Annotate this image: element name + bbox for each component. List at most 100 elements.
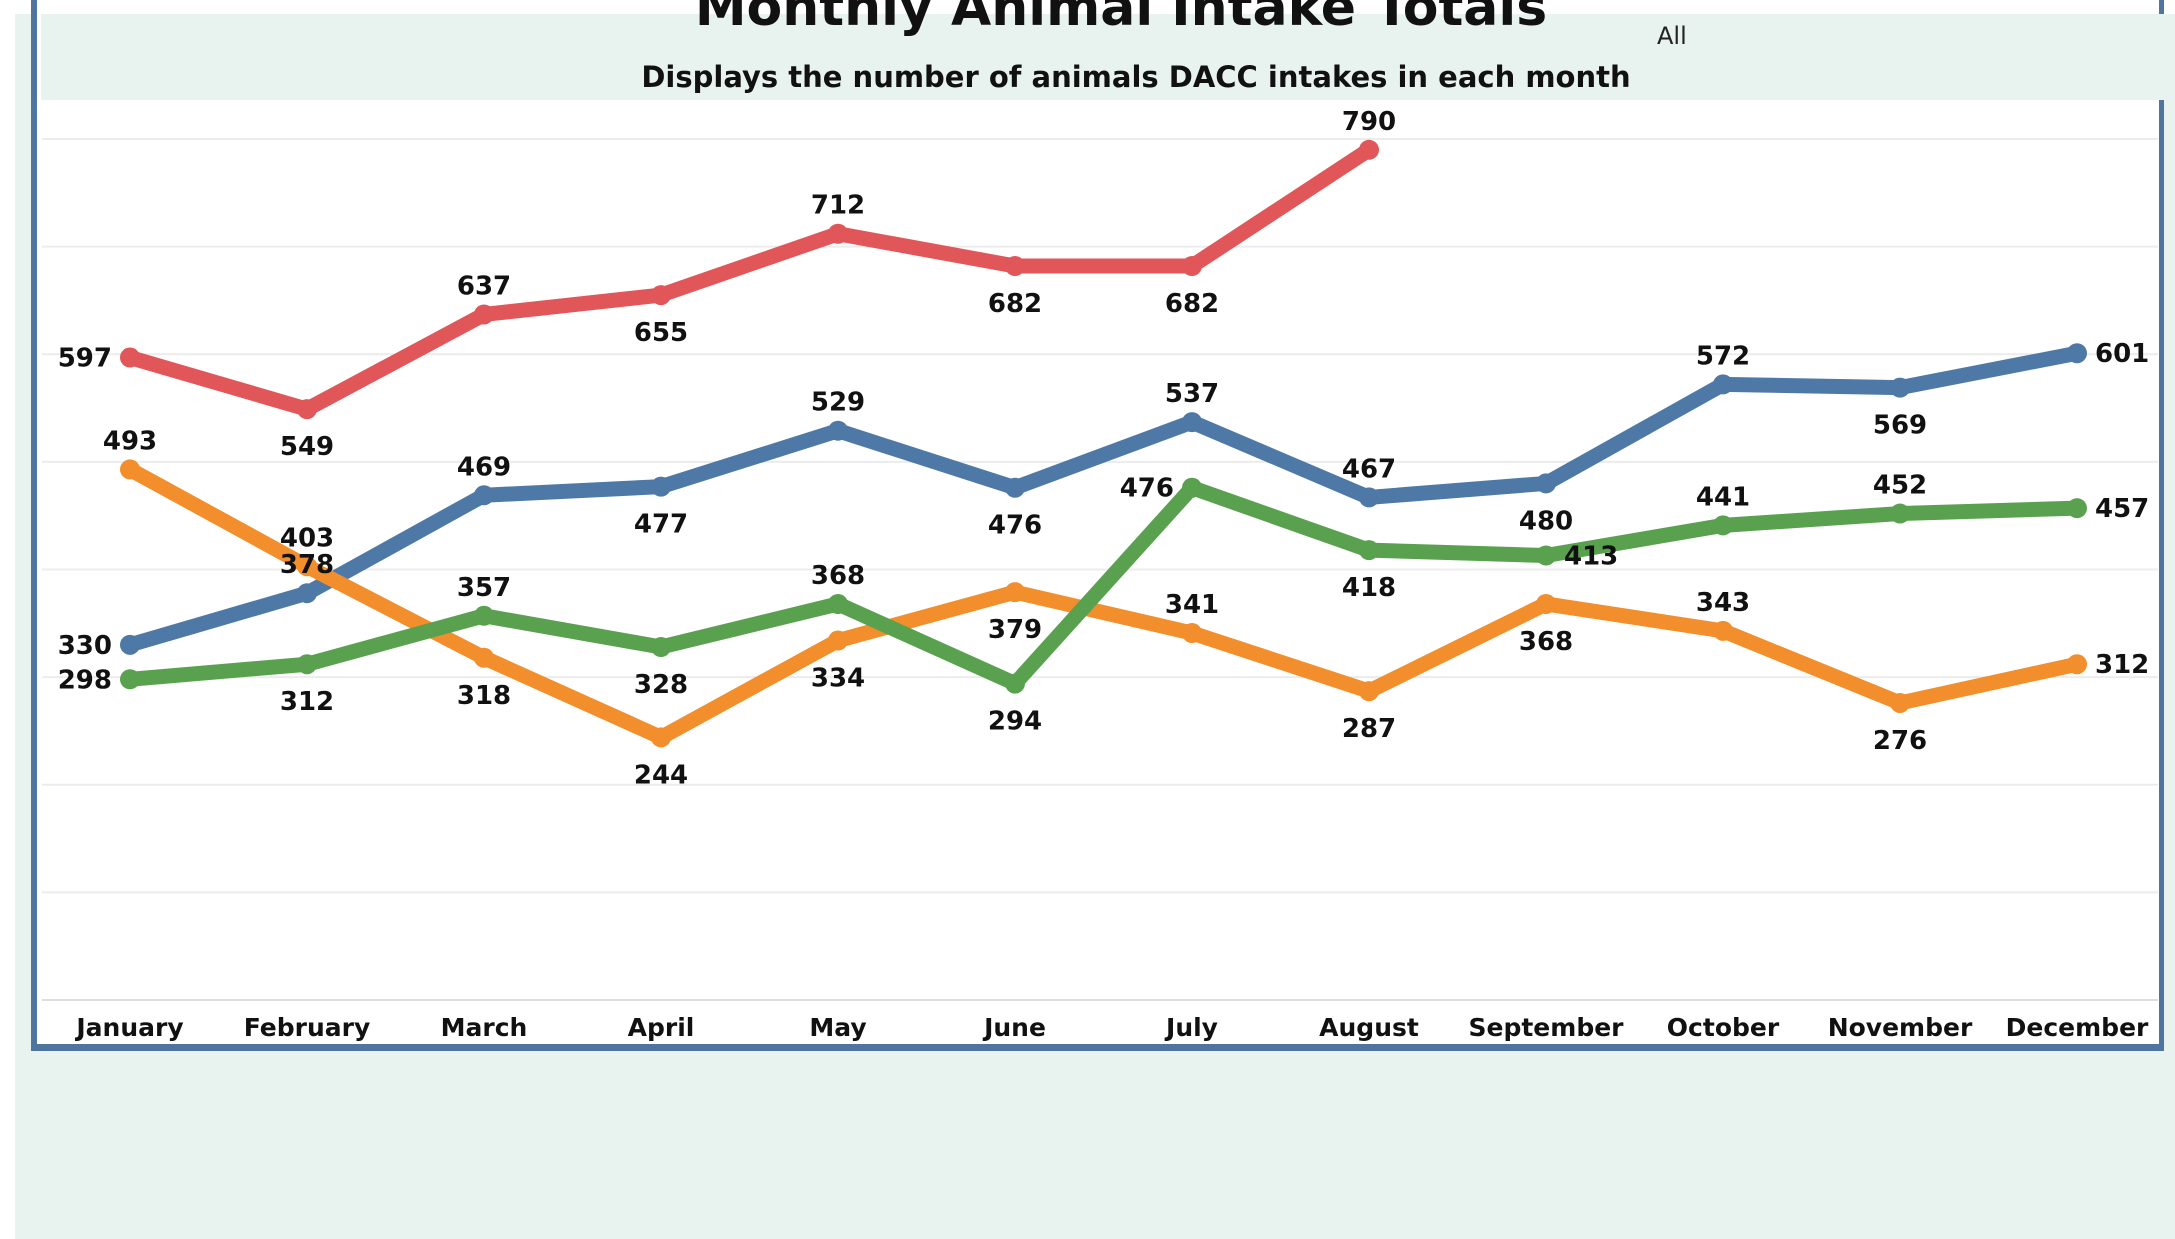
series-line-1 [122, 142, 1377, 417]
data-point[interactable] [1713, 620, 1733, 641]
data-point[interactable] [1536, 593, 1556, 614]
data-point[interactable] [1359, 487, 1379, 508]
x-tick-label: March [441, 1013, 528, 1042]
data-label: 572 [1696, 341, 1750, 371]
data-label: 343 [1696, 588, 1750, 618]
data-point[interactable] [1182, 623, 1202, 644]
data-point[interactable] [651, 476, 671, 497]
data-label: 378 [280, 550, 334, 580]
data-point[interactable] [651, 637, 671, 658]
data-points [120, 139, 2087, 748]
x-tick-label: May [809, 1013, 866, 1042]
data-point[interactable] [474, 605, 494, 626]
data-label: 682 [1165, 289, 1219, 319]
data-point[interactable] [1359, 540, 1379, 561]
data-point[interactable] [474, 485, 494, 506]
x-tick-label: August [1319, 1013, 1419, 1042]
data-label: 294 [988, 707, 1042, 737]
data-label: 477 [634, 510, 688, 540]
data-point[interactable] [828, 223, 848, 244]
data-point[interactable] [474, 304, 494, 325]
x-tick-label: July [1164, 1013, 1218, 1042]
data-point[interactable] [651, 727, 671, 748]
data-point[interactable] [2067, 498, 2087, 519]
data-point[interactable] [120, 634, 140, 655]
data-point[interactable] [474, 647, 494, 668]
data-point[interactable] [1713, 515, 1733, 536]
data-point[interactable] [1890, 377, 1910, 398]
data-label: 712 [811, 191, 865, 221]
header-band: Monthly Animal Intake Totals All Display… [41, 0, 2164, 100]
x-tick-label: April [628, 1013, 695, 1042]
data-point[interactable] [297, 556, 317, 577]
data-label: 480 [1519, 506, 1573, 536]
data-label: 655 [634, 318, 688, 348]
data-point[interactable] [297, 654, 317, 675]
data-label: 403 [280, 523, 334, 553]
data-point[interactable] [1182, 412, 1202, 433]
data-point[interactable] [297, 399, 317, 420]
chart-title: Monthly Animal Intake Totals [694, 0, 1548, 38]
data-point[interactable] [1536, 545, 1556, 566]
data-label: 357 [457, 573, 511, 603]
x-tick-label: February [244, 1013, 371, 1042]
data-point[interactable] [1182, 256, 1202, 277]
data-point[interactable] [828, 630, 848, 651]
chart-subtitle: Displays the number of animals DACC inta… [641, 60, 1631, 94]
grid-lines [42, 138, 2158, 1001]
data-point[interactable] [1005, 477, 1025, 498]
data-point[interactable] [120, 459, 140, 480]
data-point[interactable] [1713, 374, 1733, 395]
data-label: 341 [1165, 590, 1219, 620]
series-line-2 [122, 345, 2085, 653]
data-point[interactable] [1359, 681, 1379, 702]
data-label: 287 [1342, 714, 1396, 744]
data-label: 312 [280, 687, 334, 717]
data-label: 469 [457, 452, 511, 482]
data-label: 601 [2095, 339, 2149, 369]
x-tick-label: January [74, 1013, 183, 1042]
data-point[interactable] [1005, 256, 1025, 277]
data-label: 569 [1873, 411, 1927, 441]
x-axis-tick-labels: January February March April May June July Augu… [74, 1013, 2149, 1042]
series-line-4 [122, 480, 2085, 692]
data-label: 276 [1873, 726, 1927, 756]
data-point[interactable] [651, 285, 671, 306]
data-point[interactable] [1182, 477, 1202, 498]
data-label: 476 [1120, 474, 1174, 504]
x-tick-label: November [1828, 1013, 1973, 1042]
data-label: 637 [457, 271, 511, 301]
data-label: 476 [988, 511, 1042, 541]
data-label: 368 [1519, 627, 1573, 657]
data-point[interactable] [1890, 692, 1910, 713]
x-tick-label: September [1469, 1013, 1625, 1042]
data-point[interactable] [2067, 343, 2087, 364]
filter-value[interactable]: All [1657, 22, 1687, 50]
data-point[interactable] [1536, 473, 1556, 494]
data-label: 368 [811, 561, 865, 591]
data-label: 682 [988, 289, 1042, 319]
data-point[interactable] [828, 593, 848, 614]
data-label: 452 [1873, 471, 1927, 501]
data-point[interactable] [120, 669, 140, 690]
data-point[interactable] [2067, 654, 2087, 675]
data-label: 549 [280, 432, 334, 462]
data-label: 318 [457, 681, 511, 711]
data-label: 328 [634, 670, 688, 700]
data-label: 330 [58, 631, 112, 661]
data-label: 418 [1342, 573, 1396, 603]
data-point[interactable] [1005, 582, 1025, 603]
data-label: 529 [811, 388, 865, 418]
series-lines [122, 142, 2085, 745]
data-label: 493 [103, 426, 157, 456]
data-point[interactable] [1359, 139, 1379, 160]
data-label: 790 [1342, 107, 1396, 137]
data-point[interactable] [120, 347, 140, 368]
data-point[interactable] [297, 583, 317, 604]
data-point[interactable] [1005, 673, 1025, 694]
data-point[interactable] [1890, 503, 1910, 524]
data-label: 298 [58, 665, 112, 695]
x-tick-label: December [2006, 1013, 2149, 1042]
data-point[interactable] [828, 420, 848, 441]
